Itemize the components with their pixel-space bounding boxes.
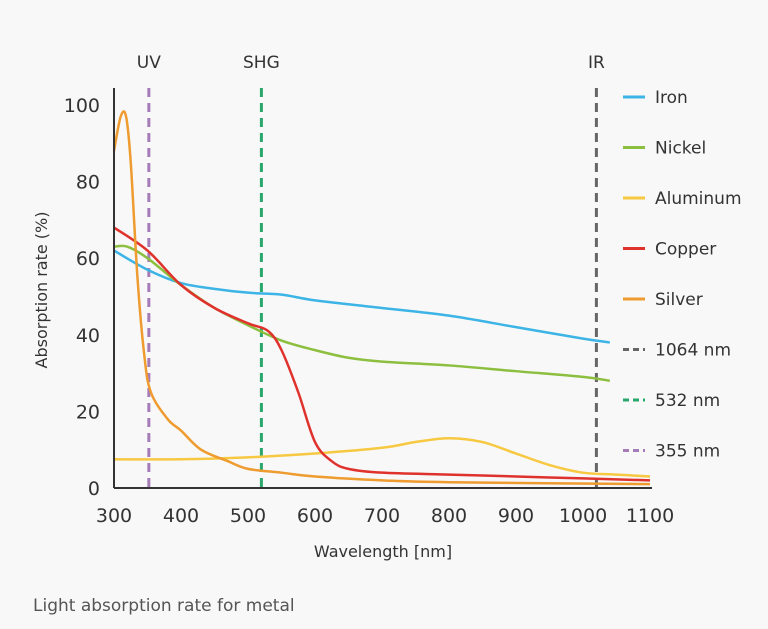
x-tick-label: 1100 (626, 505, 674, 527)
x-tick-label: 600 (297, 505, 333, 527)
legend-label: 355 nm (655, 442, 720, 462)
series-line-aluminum (113, 436, 651, 478)
legend-label: 1064 nm (655, 341, 731, 361)
reference-label: UV (137, 53, 161, 73)
x-tick-label: 400 (163, 505, 199, 527)
series-line-nickel (113, 244, 610, 382)
legend-label: Iron (655, 88, 688, 108)
legend-label: Silver (655, 290, 703, 310)
reference-label: SHG (243, 53, 280, 73)
legend-label: Copper (655, 240, 716, 260)
y-tick-label: 60 (76, 248, 100, 270)
reference-label: IR (588, 53, 605, 73)
x-tick-label: 500 (230, 505, 266, 527)
y-tick-label: 80 (76, 172, 100, 194)
series-line-copper (113, 226, 651, 482)
x-tick-label: 700 (364, 505, 400, 527)
y-tick-label: 0 (88, 478, 100, 500)
series-line-iron (113, 249, 610, 344)
x-tick-label: 900 (498, 505, 534, 527)
x-tick-label: 800 (431, 505, 467, 527)
x-tick-label: 1000 (559, 505, 607, 527)
legend-label: Nickel (655, 139, 706, 159)
legend-label: Aluminum (655, 189, 742, 209)
figure-caption: Light absorption rate for metal (33, 596, 295, 616)
y-tick-label: 20 (76, 401, 100, 423)
x-tick-label: 300 (96, 505, 132, 527)
x-axis-label: Wavelength [nm] (314, 542, 452, 561)
legend-label: 532 nm (655, 391, 720, 411)
y-tick-label: 40 (76, 325, 100, 347)
series-line-silver (112, 110, 651, 486)
y-axis-label: Absorption rate (%) (32, 212, 51, 369)
y-tick-label: 100 (64, 95, 100, 117)
